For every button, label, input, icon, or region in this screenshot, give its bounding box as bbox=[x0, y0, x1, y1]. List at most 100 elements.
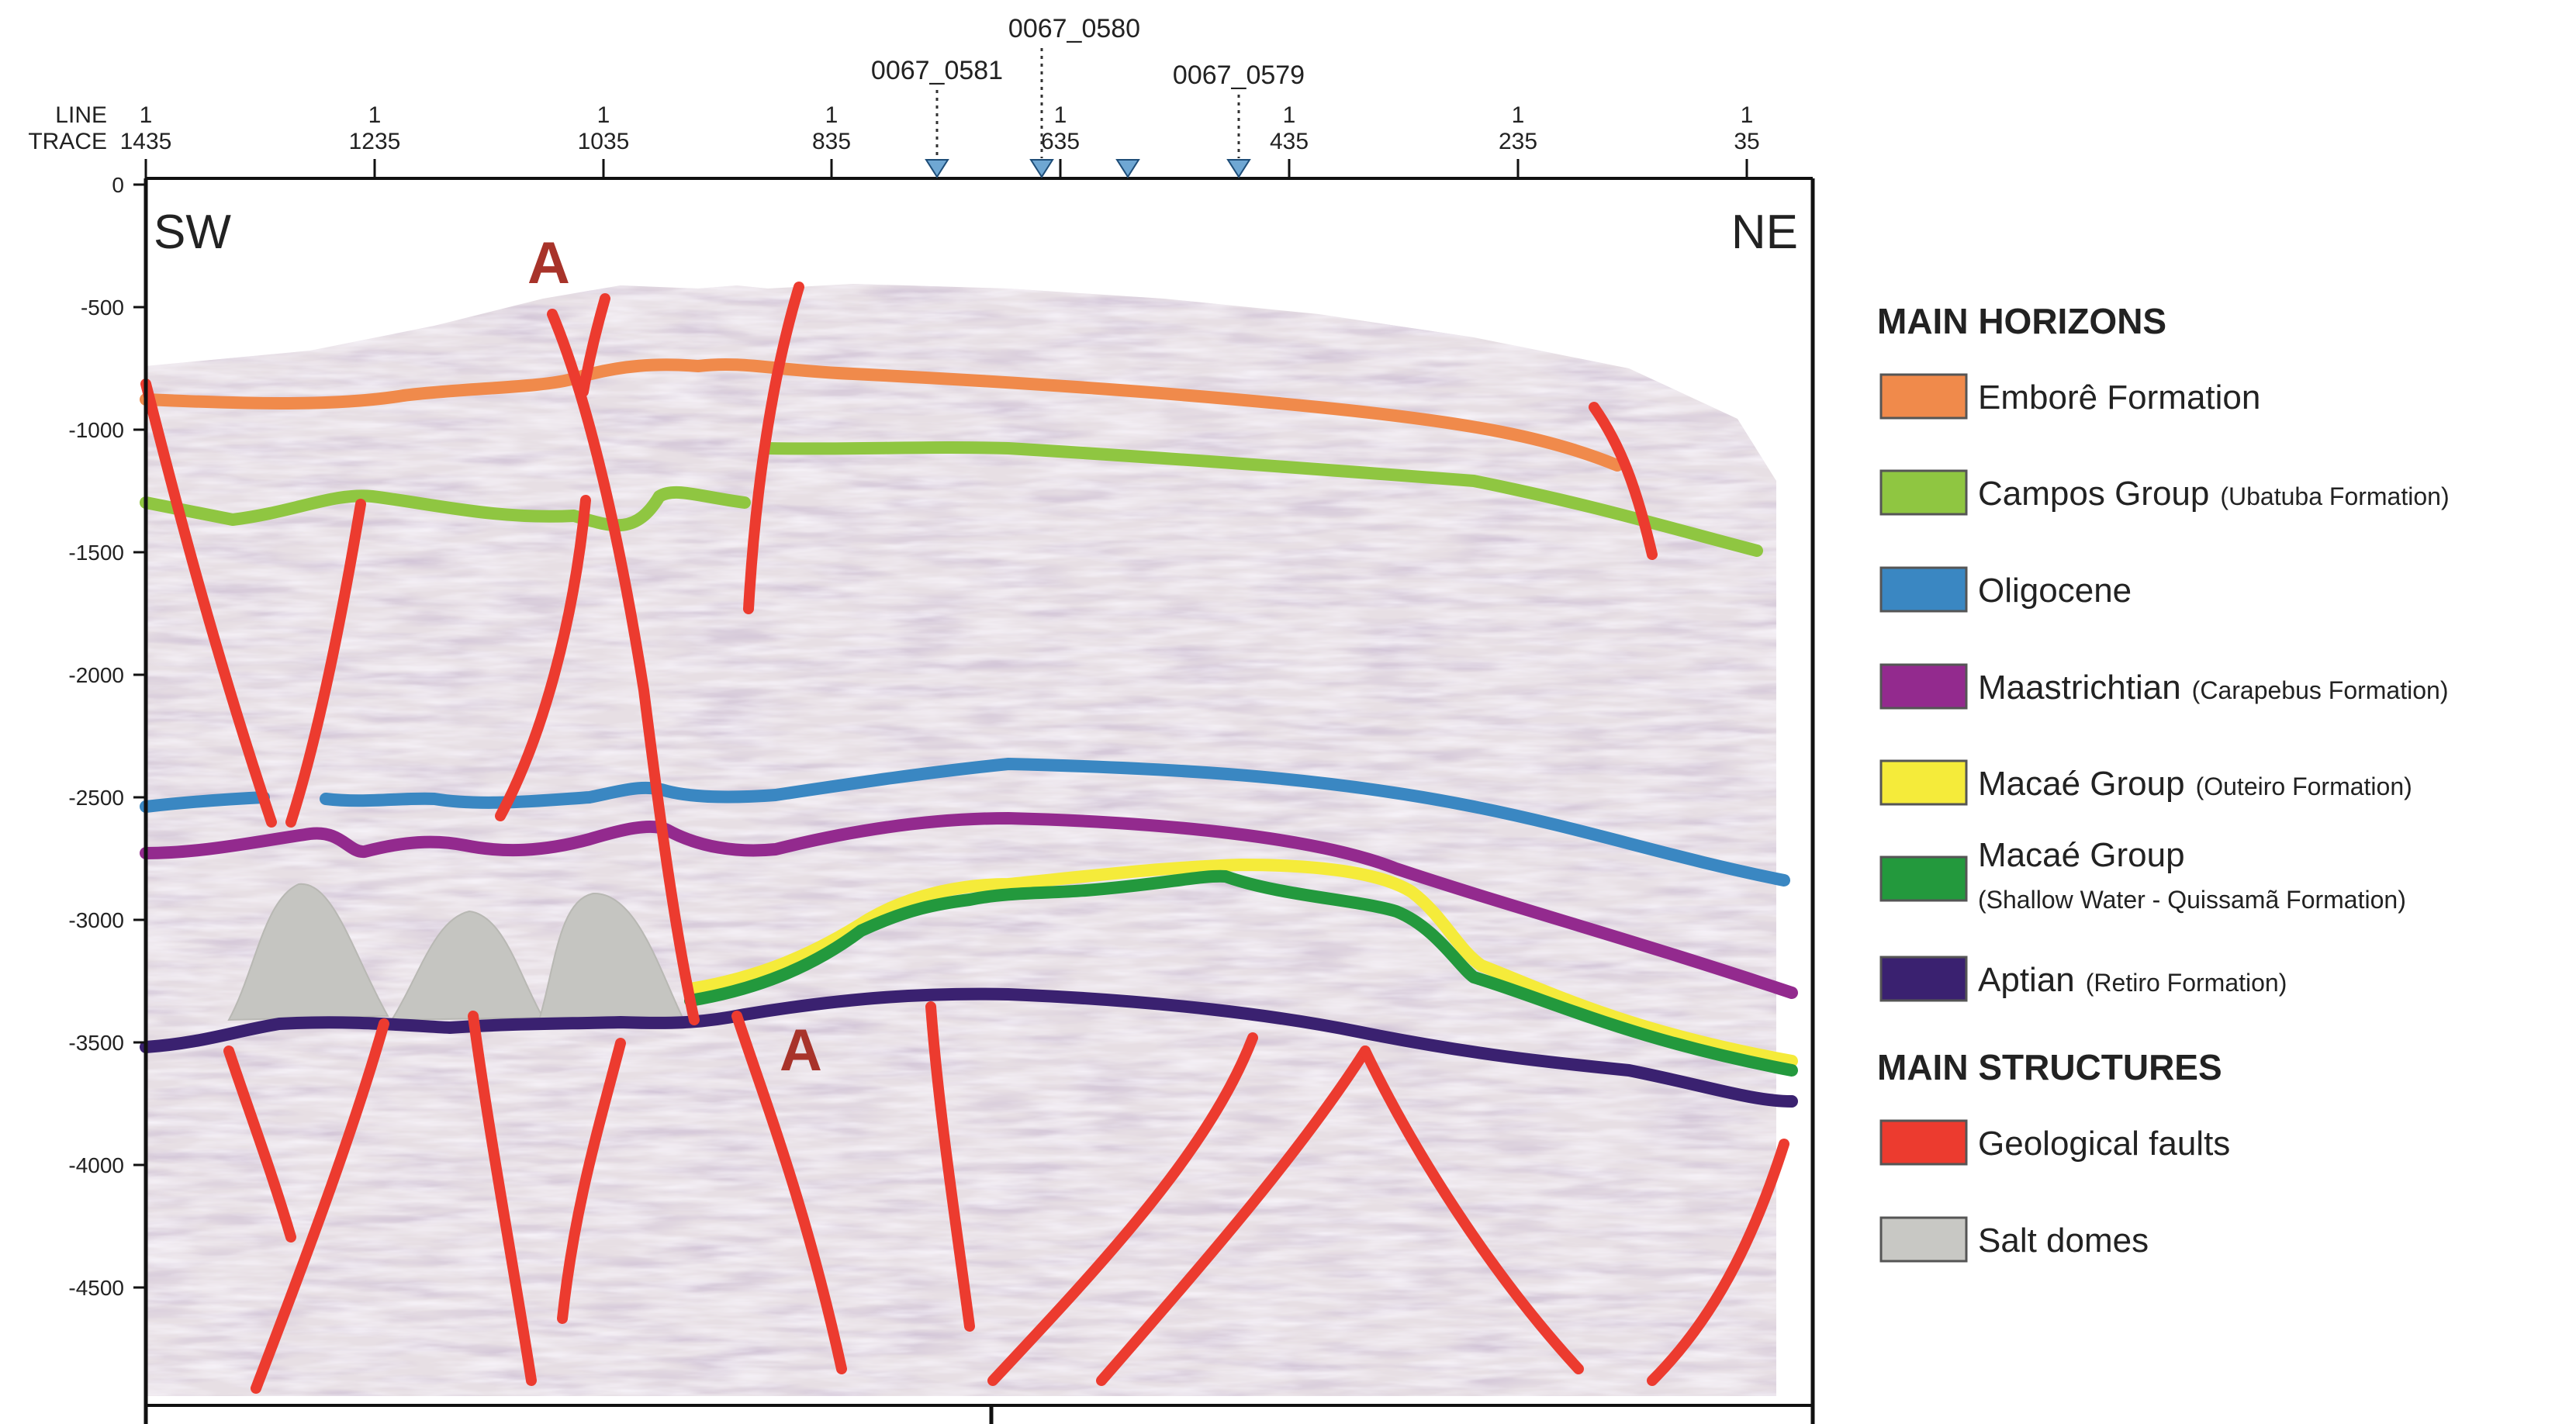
legend-swatch bbox=[1879, 373, 1968, 420]
line-value: 1 bbox=[597, 102, 610, 128]
legend-structures: Geological faults Salt domes bbox=[1879, 1119, 2230, 1263]
horizons bbox=[140, 358, 1798, 1108]
salt-dome bbox=[227, 883, 389, 1021]
salt-dome bbox=[390, 910, 545, 1021]
line-value: 1 bbox=[368, 102, 382, 128]
depth-tick-label: -2500 bbox=[68, 786, 124, 810]
legend-horizon-sub: (Outeiro Formation) bbox=[2196, 772, 2412, 800]
legend-swatch bbox=[1879, 566, 1968, 613]
legend-horizon-label: Emborê Formation bbox=[1978, 378, 2260, 416]
trace-label: TRACE bbox=[28, 129, 107, 154]
legend-structures-title: MAIN STRUCTURES bbox=[1877, 1047, 2222, 1087]
fault bbox=[1360, 1046, 1584, 1374]
legend-horizon-label: Campos Group (Ubatuba Formation) bbox=[1978, 475, 2450, 513]
fault bbox=[743, 282, 804, 614]
sw-label: SW bbox=[154, 206, 231, 259]
depth-tick-label: -1000 bbox=[68, 418, 124, 442]
fault bbox=[1096, 1046, 1371, 1386]
line-value: 1 bbox=[1512, 102, 1525, 128]
fault bbox=[987, 1032, 1258, 1386]
legend-structure-label: Geological faults bbox=[1978, 1125, 2230, 1163]
trace-value: 1235 bbox=[349, 129, 401, 154]
horizon-campos bbox=[140, 486, 751, 532]
legend-horizon-label: Oligocene bbox=[1978, 572, 2132, 610]
line-value: 1 bbox=[140, 102, 153, 128]
fault bbox=[925, 1001, 975, 1332]
depth-tick-label: -4000 bbox=[68, 1153, 124, 1177]
line-value: 1 bbox=[1741, 102, 1754, 128]
fault bbox=[468, 1011, 537, 1386]
depth-tick-label: -2000 bbox=[68, 663, 124, 687]
trace-value: 435 bbox=[1270, 129, 1309, 154]
legend-horizon-label: Macaé Group (Outeiro Formation) bbox=[1978, 765, 2412, 803]
trace-ticks bbox=[144, 159, 1748, 178]
line-label: LINE bbox=[55, 102, 107, 128]
trace-value: 635 bbox=[1041, 129, 1080, 154]
legend-horizon-sub: (Retiro Formation) bbox=[2086, 969, 2287, 997]
legend-horizon-label: Maastrichtian (Carapebus Formation) bbox=[1978, 669, 2448, 707]
legend-structure-label: Salt domes bbox=[1978, 1222, 2149, 1260]
trace-value: 35 bbox=[1734, 129, 1759, 154]
legend-horizons: Emborê Formation Campos Group (Ubatuba For… bbox=[1879, 373, 2450, 1002]
line-value: 1 bbox=[1054, 102, 1067, 128]
horizon-maastrichtian bbox=[140, 812, 1798, 999]
fault bbox=[285, 499, 366, 828]
depth-tick-label: -1500 bbox=[68, 541, 124, 565]
well-label: 0067_0581 bbox=[871, 56, 1003, 85]
legend-swatch bbox=[1879, 663, 1968, 710]
fault bbox=[495, 495, 591, 821]
horizon-quissama bbox=[684, 869, 1798, 1077]
depth-axis: 0 -500 -1000 -1500 -2000 -2500 -3000 -3500 -4000… bbox=[68, 173, 146, 1300]
depth-tick-label: -3500 bbox=[68, 1031, 124, 1055]
legend-horizon-label: Aptian (Retiro Formation) bbox=[1978, 961, 2287, 999]
fault bbox=[223, 1046, 296, 1243]
well-label: 0067_0580 bbox=[1008, 14, 1140, 43]
well-triangle bbox=[1029, 159, 1054, 178]
fault bbox=[547, 309, 700, 1025]
horizon-embore bbox=[140, 358, 1623, 472]
fault bbox=[731, 1011, 847, 1374]
well-triangle bbox=[1226, 159, 1251, 178]
legend-swatch bbox=[1879, 855, 1968, 902]
legend-horizon-sub: (Shallow Water - Quissamã Formation) bbox=[1978, 886, 2406, 914]
depth-tick-label: 0 bbox=[112, 173, 124, 197]
legend-horizon-sub: (Carapebus Formation) bbox=[2192, 676, 2449, 704]
trace-value: 1035 bbox=[578, 129, 630, 154]
depth-tick-label: -3000 bbox=[68, 908, 124, 932]
legend-swatch bbox=[1879, 956, 1968, 1002]
trace-value: 1435 bbox=[120, 129, 172, 154]
ne-label: NE bbox=[1731, 206, 1798, 259]
fault-label-bottom: A bbox=[780, 1018, 822, 1084]
fault-label-top: A bbox=[527, 230, 570, 296]
fault bbox=[140, 378, 277, 828]
well-triangle bbox=[925, 159, 949, 178]
section-frame bbox=[143, 177, 1815, 1424]
fault bbox=[1647, 1139, 1789, 1386]
seismic-image bbox=[146, 284, 1776, 1396]
legend-horizons-title: MAIN HORIZONS bbox=[1877, 301, 2166, 341]
fault bbox=[578, 293, 610, 397]
horizon-campos-east bbox=[762, 441, 1763, 557]
fault bbox=[251, 1018, 389, 1394]
well-label: 0067_0579 bbox=[1173, 60, 1305, 90]
horizon-oligocene bbox=[140, 758, 1790, 887]
depth-tick-label: -4500 bbox=[68, 1276, 124, 1300]
geological-faults bbox=[140, 282, 1789, 1394]
marker-triangle bbox=[1115, 159, 1140, 178]
trace-value: 835 bbox=[812, 129, 851, 154]
legend-swatch bbox=[1879, 1216, 1968, 1263]
trace-value: 235 bbox=[1499, 129, 1537, 154]
legend: MAIN HORIZONS Emborê Formation Campos Gro… bbox=[1877, 301, 2450, 1263]
fault bbox=[557, 1038, 626, 1324]
legend-swatch bbox=[1879, 469, 1968, 516]
depth-tick-label: -500 bbox=[81, 296, 124, 320]
legend-horizon-label: Macaé Group bbox=[1978, 836, 2185, 874]
salt-dome bbox=[538, 892, 684, 1021]
legend-swatch bbox=[1879, 759, 1968, 806]
salt-domes bbox=[227, 883, 684, 1021]
horizon-aptian bbox=[140, 987, 1798, 1108]
fault bbox=[1589, 402, 1658, 560]
